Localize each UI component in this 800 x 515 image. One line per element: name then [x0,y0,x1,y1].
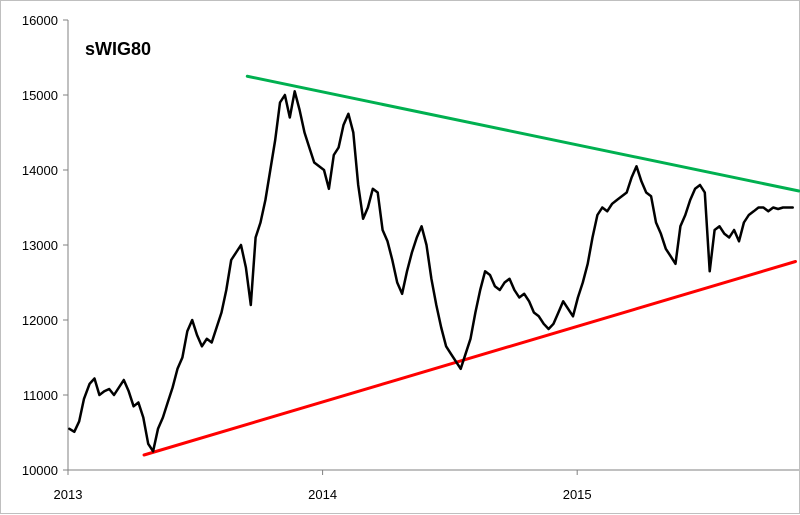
y-tick-label: 16000 [22,13,58,28]
support-trendline [142,260,798,457]
x-tick-label: 2013 [54,487,83,502]
y-tick-label: 12000 [22,313,58,328]
y-tick-label: 13000 [22,238,58,253]
x-tick-label: 2015 [563,487,592,502]
y-tick-label: 10000 [22,463,58,478]
y-tick-label: 11000 [23,388,58,403]
y-tick-label: 15000 [22,88,58,103]
series-line [68,90,794,453]
x-tick-label: 2014 [308,487,337,502]
y-tick-label: 14000 [22,163,58,178]
chart-title: sWIG80 [85,39,151,59]
resistance-trendline [245,74,800,193]
